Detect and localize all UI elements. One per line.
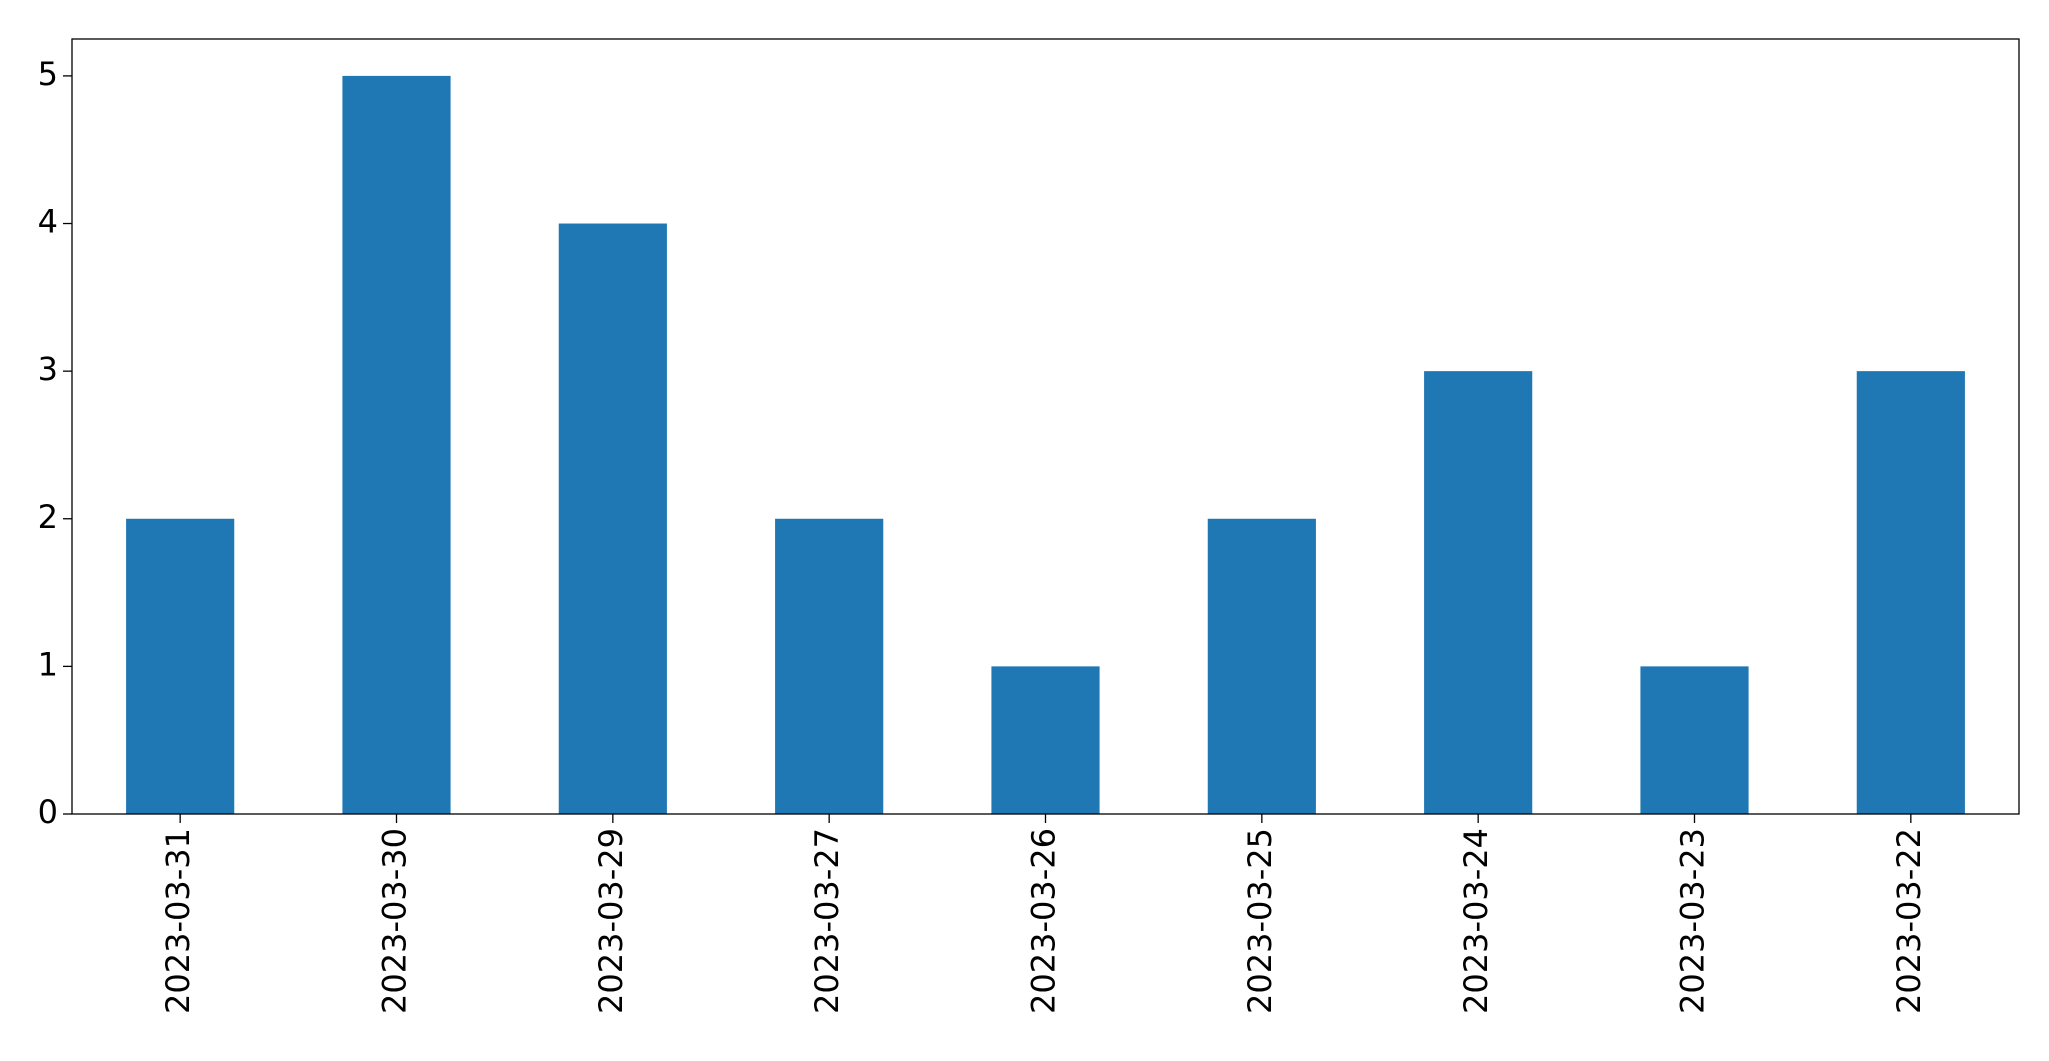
- y-tick-label: 0: [38, 793, 58, 831]
- y-tick-label: 3: [38, 350, 58, 388]
- y-tick-label: 1: [38, 645, 58, 683]
- bar: [1207, 518, 1316, 814]
- y-tick-label: 5: [38, 55, 58, 93]
- bar: [775, 518, 884, 814]
- x-tick-label: 2023-03-25: [1241, 828, 1279, 1014]
- bar: [1640, 666, 1749, 814]
- y-tick-label: 4: [38, 203, 58, 241]
- bar: [558, 223, 667, 814]
- x-tick-label: 2023-03-24: [1457, 828, 1495, 1014]
- x-tick-label: 2023-03-23: [1674, 828, 1712, 1014]
- bar: [991, 666, 1100, 814]
- x-tick-label: 2023-03-29: [592, 828, 630, 1014]
- x-tick-label: 2023-03-31: [159, 828, 197, 1014]
- x-tick-label: 2023-03-27: [808, 828, 846, 1014]
- bar: [1856, 371, 1965, 814]
- x-tick-label: 2023-03-22: [1890, 828, 1928, 1014]
- bar: [126, 518, 235, 814]
- plot-frame: [71, 38, 2020, 815]
- y-tick-label: 2: [38, 498, 58, 536]
- x-tick-label: 2023-03-30: [376, 828, 414, 1014]
- bar: [342, 75, 451, 814]
- x-tick-label: 2023-03-26: [1025, 828, 1063, 1014]
- bar: [1424, 371, 1533, 814]
